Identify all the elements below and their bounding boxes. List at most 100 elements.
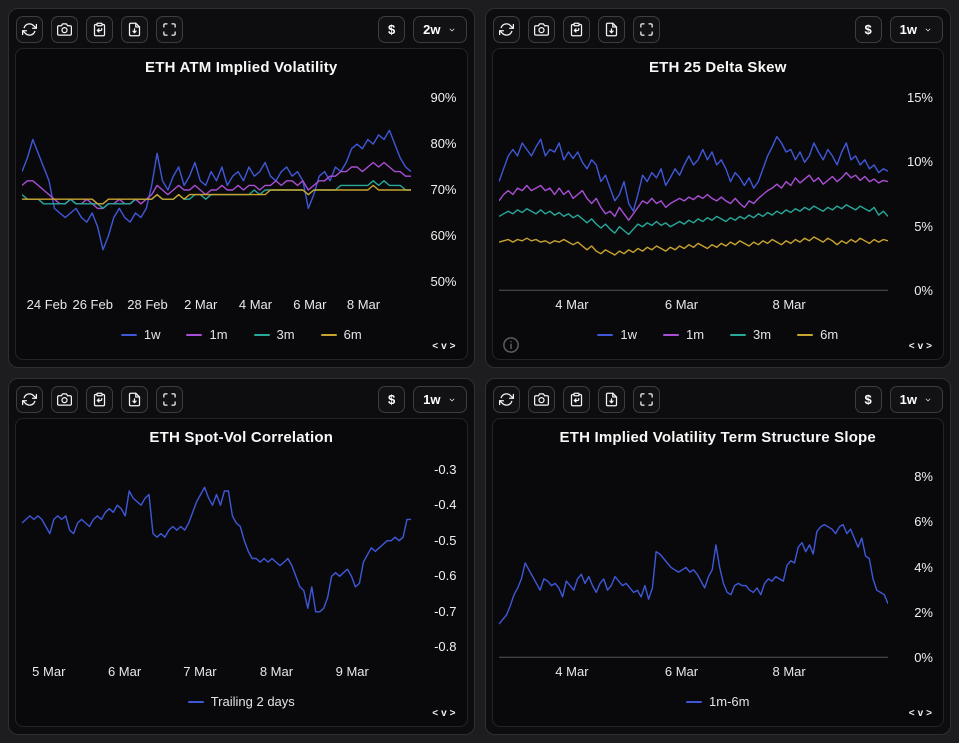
nav-prev-button[interactable]: <: [908, 708, 916, 719]
x-axis-tick: 24 Feb: [26, 297, 68, 312]
info-icon[interactable]: [502, 336, 520, 354]
copy-button[interactable]: [562, 16, 590, 43]
legend: 1w 1m 3m 6m: [493, 317, 944, 342]
fullscreen-button[interactable]: [632, 386, 660, 413]
timeframe-dropdown[interactable]: 1w: [413, 386, 467, 413]
panel-eth-atm-iv: $ 2w ETH ATM Implied Volatility 90% 80% 70…: [8, 8, 475, 368]
legend-label: 6m: [343, 327, 362, 342]
x-axis-labels: 4 Mar 6 Mar 8 Mar: [499, 660, 888, 684]
timeframe-dropdown[interactable]: 2w: [413, 16, 467, 43]
nav-collapse-button[interactable]: v: [441, 341, 448, 352]
refresh-button[interactable]: [16, 386, 43, 413]
y-axis-tick: -0.3: [434, 461, 457, 477]
nav-next-button[interactable]: >: [449, 341, 457, 352]
screenshot-button[interactable]: [527, 386, 555, 413]
y-axis-tick: 70%: [430, 182, 457, 197]
nav-prev-button[interactable]: <: [432, 341, 440, 352]
refresh-icon: [22, 393, 37, 406]
legend-item-3m[interactable]: 3m: [253, 327, 295, 342]
y-axis-tick: 0%: [914, 283, 933, 298]
camera-icon: [57, 23, 72, 36]
x-axis-tick: 8 Mar: [772, 664, 806, 679]
copy-button[interactable]: [86, 16, 113, 43]
legend-item-6m[interactable]: 6m: [797, 327, 838, 342]
y-axis-tick: 0%: [914, 650, 933, 665]
y-axis-tick: 10%: [906, 154, 933, 170]
refresh-button[interactable]: [16, 16, 43, 43]
nav-prev-button[interactable]: <: [908, 341, 916, 352]
clipboard-paste-icon: [570, 392, 582, 407]
legend-item-1w[interactable]: 1w: [120, 327, 160, 342]
legend-dash: [597, 333, 614, 336]
x-axis-tick: 4 Mar: [238, 297, 273, 312]
legend-item-3m[interactable]: 3m: [730, 327, 771, 342]
plot-area[interactable]: 90% 80% 70% 60% 50%: [16, 81, 467, 293]
currency-toggle-button[interactable]: $: [854, 16, 882, 43]
nav-prev-button[interactable]: <: [432, 708, 440, 719]
currency-toggle-button[interactable]: $: [378, 386, 406, 413]
screenshot-button[interactable]: [527, 16, 555, 43]
timeframe-value: 1w: [899, 392, 917, 407]
x-axis-tick: 7 Mar: [183, 664, 217, 679]
copy-button[interactable]: [86, 386, 113, 413]
nav-collapse-button[interactable]: v: [441, 708, 448, 719]
x-axis-tick: 8 Mar: [346, 297, 381, 312]
legend: 1m-6m: [493, 684, 944, 709]
plot-area[interactable]: 15% 10% 5% 0%: [493, 81, 944, 298]
fullscreen-button[interactable]: [156, 386, 183, 413]
currency-toggle-button[interactable]: $: [378, 16, 406, 43]
export-button[interactable]: [597, 386, 625, 413]
refresh-button[interactable]: [492, 16, 520, 43]
legend-item-trailing-2-days[interactable]: Trailing 2 days: [187, 694, 295, 709]
camera-icon: [533, 393, 549, 406]
fullscreen-icon: [163, 23, 176, 36]
export-button[interactable]: [121, 386, 148, 413]
series-line-6m: [498, 236, 888, 256]
timeframe-value: 1w: [899, 22, 917, 37]
nav-next-button[interactable]: >: [449, 708, 457, 719]
plot-area[interactable]: -0.3 -0.4 -0.5 -0.6 -0.7 -0.8: [16, 451, 467, 660]
x-axis-tick: 4 Mar: [555, 297, 589, 312]
y-axis-tick: 6%: [914, 514, 933, 530]
legend-item-1m[interactable]: 1m: [186, 327, 228, 342]
camera-icon: [57, 393, 72, 406]
chevron-down-icon: [925, 28, 931, 31]
screenshot-button[interactable]: [51, 16, 78, 43]
plot-area[interactable]: 8% 6% 4% 2% 0%: [493, 451, 944, 665]
series-line-1w: [497, 135, 888, 212]
panel-nav: < v >: [909, 341, 933, 352]
timeframe-dropdown[interactable]: 1w: [889, 386, 943, 413]
refresh-button[interactable]: [492, 386, 520, 413]
export-button[interactable]: [597, 16, 625, 43]
fullscreen-icon: [639, 393, 653, 406]
nav-collapse-button[interactable]: v: [917, 341, 925, 352]
legend-item-6m[interactable]: 6m: [320, 327, 362, 342]
camera-icon: [533, 23, 549, 36]
timeframe-dropdown[interactable]: 1w: [889, 16, 943, 43]
y-axis-tick: -0.8: [434, 639, 457, 655]
legend-row: 1w 1m 3m 6m < v >: [16, 317, 467, 359]
legend-item-1w[interactable]: 1w: [597, 327, 637, 342]
screenshot-button[interactable]: [51, 386, 78, 413]
series-line-6m: [22, 184, 411, 205]
fullscreen-icon: [163, 393, 176, 406]
timeframe-value: 1w: [423, 392, 441, 407]
nav-next-button[interactable]: >: [926, 708, 933, 719]
legend-dash: [186, 333, 203, 336]
nav-next-button[interactable]: >: [926, 341, 933, 352]
x-axis-tick: 6 Mar: [664, 297, 699, 312]
legend-item-1m[interactable]: 1m: [662, 327, 704, 342]
panel-toolbar: $ 2w: [9, 9, 474, 47]
copy-button[interactable]: [562, 386, 590, 413]
y-axis-tick: -0.4: [434, 497, 457, 513]
currency-toggle-button[interactable]: $: [854, 386, 882, 413]
export-button[interactable]: [121, 16, 148, 43]
fullscreen-button[interactable]: [156, 16, 183, 43]
y-axis-tick: 60%: [430, 227, 457, 243]
fullscreen-button[interactable]: [632, 16, 660, 43]
legend-dash: [320, 333, 337, 336]
nav-collapse-button[interactable]: v: [917, 708, 925, 719]
file-export-icon: [605, 22, 617, 37]
legend-item-1m-6m[interactable]: 1m-6m: [686, 694, 749, 709]
y-axis-tick: -0.5: [434, 532, 457, 548]
